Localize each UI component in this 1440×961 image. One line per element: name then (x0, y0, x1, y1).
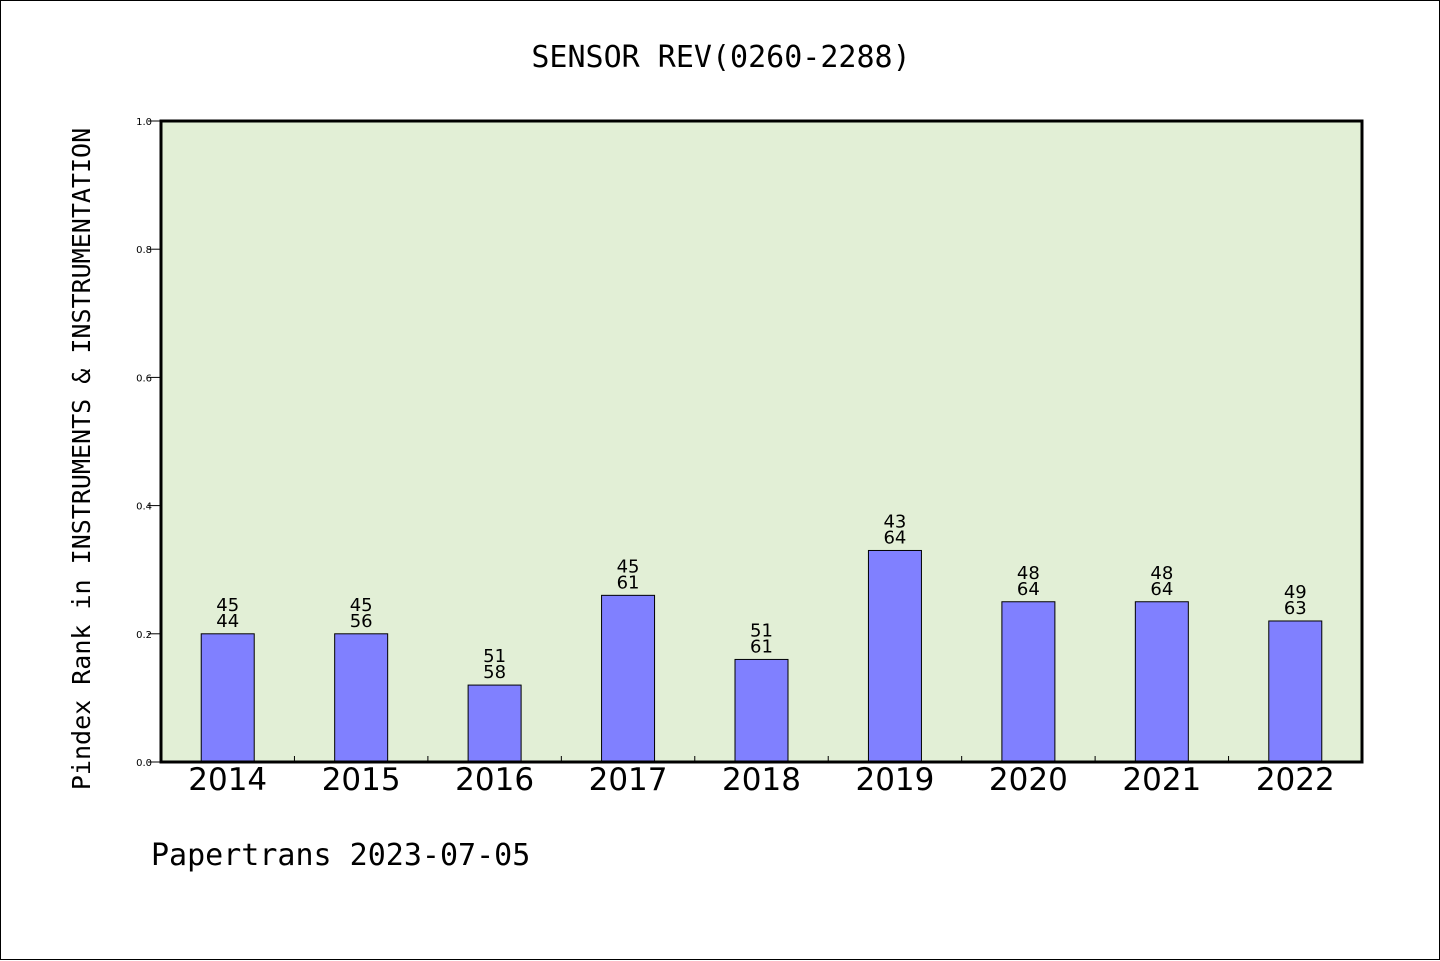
bar-2017 (601, 594, 656, 763)
y-axis: 0.0 0.2 0.4 0.6 0.8 1.0 (136, 117, 161, 769)
bar-label-top-2020: 48 (1017, 563, 1040, 584)
plot-border (159, 119, 1364, 764)
bar-2014 (200, 633, 255, 763)
y-tick-label-0.6: 0.6 (136, 373, 152, 384)
bar-label-bottom-2017: 61 (617, 572, 640, 593)
bar-2019 (867, 549, 922, 763)
bar-label-bottom-2016: 58 (483, 662, 506, 683)
bar-label-bottom-2019: 64 (883, 527, 906, 548)
y-tick-label-1.0: 1.0 (136, 117, 152, 128)
bar-2021 (1134, 601, 1189, 763)
bar-label-top-2015: 45 (350, 595, 373, 616)
y-tick-label-0.0: 0.0 (136, 758, 152, 769)
bar-label-top-2019: 43 (883, 511, 906, 532)
x-tick-label-2016: 2016 (455, 762, 534, 798)
bar-2020 (1001, 601, 1056, 763)
bar-label-bottom-2014: 44 (216, 611, 239, 632)
bar-label-top-2016: 51 (483, 646, 506, 667)
bar-label-top-2018: 51 (750, 620, 773, 641)
bar-2015 (334, 633, 389, 763)
y-tick-label-0.2: 0.2 (136, 630, 152, 641)
x-tick-label-2015: 2015 (322, 762, 401, 798)
x-tick-label-2021: 2021 (1122, 762, 1201, 798)
bar-label-bottom-2018: 61 (750, 636, 773, 657)
bar-2022 (1268, 620, 1323, 763)
chart-title: SENSOR REV(0260-2288) (531, 40, 910, 75)
footer-credit: Papertrans 2023-07-05 (151, 838, 530, 873)
bar-2016 (467, 684, 522, 763)
bar-label-top-2021: 48 (1150, 563, 1173, 584)
bar-label-bottom-2021: 64 (1150, 579, 1173, 600)
bar-label-top-2014: 45 (216, 595, 239, 616)
x-tick-label-2017: 2017 (589, 762, 668, 798)
x-tick-label-2018: 2018 (722, 762, 801, 798)
y-tick-label-0.8: 0.8 (136, 245, 152, 256)
x-axis: 2014 2015 2016 2017 2018 2019 2020 2021 2022 (188, 756, 1335, 798)
bar-label-bottom-2020: 64 (1017, 579, 1040, 600)
x-tick-label-2020: 2020 (989, 762, 1068, 798)
bars-group (200, 549, 1323, 763)
y-tick-label-0.4: 0.4 (136, 502, 152, 513)
y-axis-label: Pindex Rank in INSTRUMENTS & INSTRUMENTA… (67, 128, 96, 790)
bar-label-bottom-2015: 56 (350, 611, 373, 632)
bar-label-top-2022: 49 (1284, 582, 1307, 603)
bar-label-bottom-2022: 63 (1284, 598, 1307, 619)
x-tick-label-2014: 2014 (188, 762, 267, 798)
x-tick-label-2022: 2022 (1256, 762, 1335, 798)
x-tick-label-2019: 2019 (855, 762, 934, 798)
bar-label-top-2017: 45 (617, 556, 640, 577)
bar-2018 (734, 658, 789, 763)
